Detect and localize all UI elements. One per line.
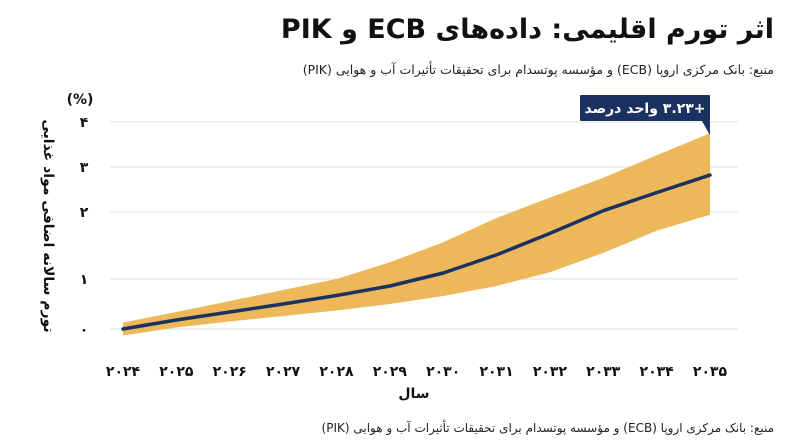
callout-background — [580, 95, 710, 121]
source-note-top: منبع: بانک مرکزی اروپا (ECB) و مؤسسه پوت… — [302, 62, 774, 77]
x-tick-labels: ۲۰۲۴ ۲۰۲۵ ۲۰۲۶ ۲۰۲۷ ۲۰۲۸ ۲۰۲۹ ۲۰۳۰ ۲۰۳۱ ۲۰۳۲ ۲۰۳۳… — [106, 364, 728, 380]
y-tick-label: ۳ — [80, 160, 89, 176]
y-tick-label: ۲ — [80, 205, 89, 221]
x-tick-label: ۲۰۲۵ — [159, 364, 194, 380]
x-tick-label: ۲۰۳۰ — [426, 364, 460, 380]
x-tick-label: ۲۰۲۸ — [319, 364, 354, 380]
x-tick-label: ۲۰۳۴ — [640, 364, 675, 380]
x-tick-label: ۲۰۳۵ — [693, 364, 728, 380]
callout-label: +۳.۲۳ واحد درصد — [585, 101, 706, 117]
central-series-line — [121, 173, 712, 331]
x-tick-label: ۲۰۳۱ — [479, 364, 513, 380]
callout-pointer — [702, 121, 710, 136]
x-tick-label: ۲۰۲۷ — [266, 364, 301, 380]
x-tick-label: ۲۰۲۶ — [213, 364, 247, 380]
y-tick-labels: ۰ ۱ ۲ ۳ ۴ — [80, 115, 89, 338]
y-unit-label: (%) — [67, 92, 94, 108]
callout: +۳.۲۳ واحد درصد — [580, 95, 710, 136]
y-tick-label: ۴ — [80, 115, 89, 131]
x-tick-label: ۲۰۲۹ — [373, 364, 408, 380]
y-tick-label: ۰ — [80, 322, 89, 338]
uncertainty-band — [123, 133, 710, 336]
y-tick-label: ۱ — [80, 272, 89, 288]
source-note-bottom: منبع: بانک مرکزی اروپا (ECB) و مؤسسه پوت… — [321, 421, 774, 435]
x-axis-label: سال — [398, 386, 429, 402]
x-tick-label: ۲۰۳۲ — [533, 364, 568, 380]
x-tick-label: ۲۰۲۴ — [106, 364, 141, 380]
x-tick-label: ۲۰۳۳ — [586, 364, 621, 380]
y-axis-label: تورم سالانه اضافی مواد غذایی — [40, 119, 56, 332]
chart-title: اثر تورم اقلیمی: داده‌های ECB و PIK — [280, 14, 774, 45]
